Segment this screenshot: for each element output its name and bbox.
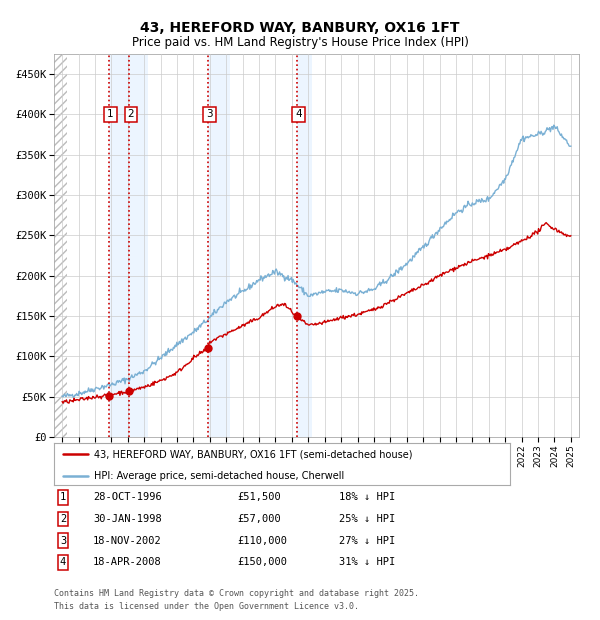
- Text: £51,500: £51,500: [237, 492, 281, 502]
- Text: 2: 2: [60, 514, 66, 524]
- Bar: [54, 54, 67, 437]
- Text: 25% ↓ HPI: 25% ↓ HPI: [339, 514, 395, 524]
- Bar: [208, 54, 230, 437]
- Text: Price paid vs. HM Land Registry's House Price Index (HPI): Price paid vs. HM Land Registry's House …: [131, 36, 469, 48]
- Text: 3: 3: [60, 536, 66, 546]
- Bar: [296, 54, 311, 437]
- Text: 18% ↓ HPI: 18% ↓ HPI: [339, 492, 395, 502]
- Text: This data is licensed under the Open Government Licence v3.0.: This data is licensed under the Open Gov…: [54, 602, 359, 611]
- Text: 43, HEREFORD WAY, BANBURY, OX16 1FT (semi-detached house): 43, HEREFORD WAY, BANBURY, OX16 1FT (sem…: [94, 450, 413, 459]
- Text: 31% ↓ HPI: 31% ↓ HPI: [339, 557, 395, 567]
- Bar: [109, 54, 128, 437]
- Text: 3: 3: [206, 110, 213, 120]
- Bar: [129, 54, 148, 437]
- Text: HPI: Average price, semi-detached house, Cherwell: HPI: Average price, semi-detached house,…: [94, 471, 344, 480]
- Text: 1: 1: [60, 492, 66, 502]
- Text: 2: 2: [127, 110, 134, 120]
- Text: £57,000: £57,000: [237, 514, 281, 524]
- Text: Contains HM Land Registry data © Crown copyright and database right 2025.: Contains HM Land Registry data © Crown c…: [54, 590, 419, 598]
- Text: 28-OCT-1996: 28-OCT-1996: [93, 492, 162, 502]
- Text: 30-JAN-1998: 30-JAN-1998: [93, 514, 162, 524]
- Text: 1: 1: [107, 110, 113, 120]
- Text: 43, HEREFORD WAY, BANBURY, OX16 1FT: 43, HEREFORD WAY, BANBURY, OX16 1FT: [140, 21, 460, 35]
- Text: 18-APR-2008: 18-APR-2008: [93, 557, 162, 567]
- Text: 4: 4: [295, 110, 302, 120]
- Text: 27% ↓ HPI: 27% ↓ HPI: [339, 536, 395, 546]
- Text: 4: 4: [60, 557, 66, 567]
- Text: £110,000: £110,000: [237, 536, 287, 546]
- Text: 18-NOV-2002: 18-NOV-2002: [93, 536, 162, 546]
- Text: £150,000: £150,000: [237, 557, 287, 567]
